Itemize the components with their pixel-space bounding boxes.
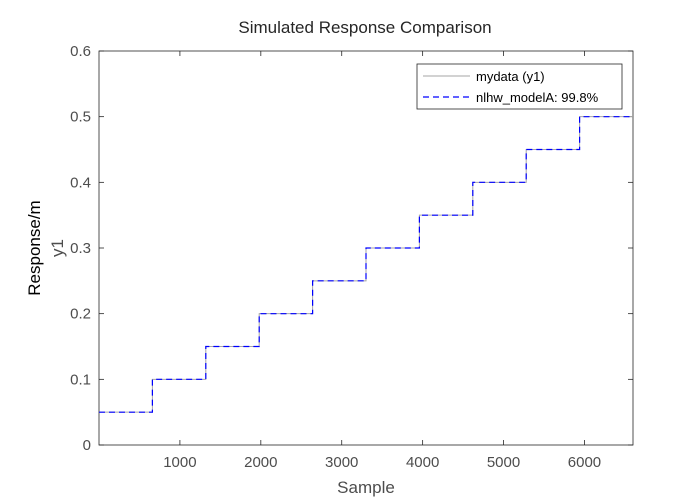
legend[interactable]: mydata (y1) nlhw_modelA: 99.8%	[416, 63, 623, 110]
legend-label-model: nlhw_modelA: 99.8%	[476, 90, 599, 105]
x-tick-label: 3000	[325, 454, 358, 471]
x-tick-label: 5000	[487, 454, 520, 471]
x-tick-label: 1000	[163, 454, 196, 471]
x-tick-label: 2000	[244, 454, 277, 471]
y-tick-label: 0.6	[70, 43, 91, 60]
y-tick-label: 0.2	[70, 306, 91, 323]
legend-label-mydata: mydata (y1)	[476, 69, 545, 84]
y-axis-ticks: 0 0.1 0.2 0.3 0.4 0.5 0.6	[70, 43, 633, 454]
x-axis-label: Sample	[337, 478, 395, 497]
x-axis-ticks: 1000 2000 3000 4000 5000 6000	[163, 51, 601, 471]
legend-box	[416, 63, 623, 110]
y-tick-label: 0.4	[70, 174, 91, 191]
y-axis-label: y1	[48, 239, 67, 257]
y-tick-label: 0	[83, 437, 91, 454]
response-axis-label: Response/m	[25, 200, 44, 295]
y-tick-label: 0.3	[70, 240, 91, 257]
y-tick-label: 0.1	[70, 371, 91, 388]
plot-area: 1000 2000 3000 4000 5000 6000 0 0.1 0.2 0.3 0.4 0.…	[70, 43, 634, 471]
series-line-model	[99, 116, 633, 413]
x-tick-label: 6000	[568, 454, 601, 471]
x-tick-label: 4000	[406, 454, 439, 471]
y-tick-label: 0.5	[70, 109, 91, 126]
chart-title: Simulated Response Comparison	[238, 18, 491, 37]
series-layer	[99, 116, 633, 413]
